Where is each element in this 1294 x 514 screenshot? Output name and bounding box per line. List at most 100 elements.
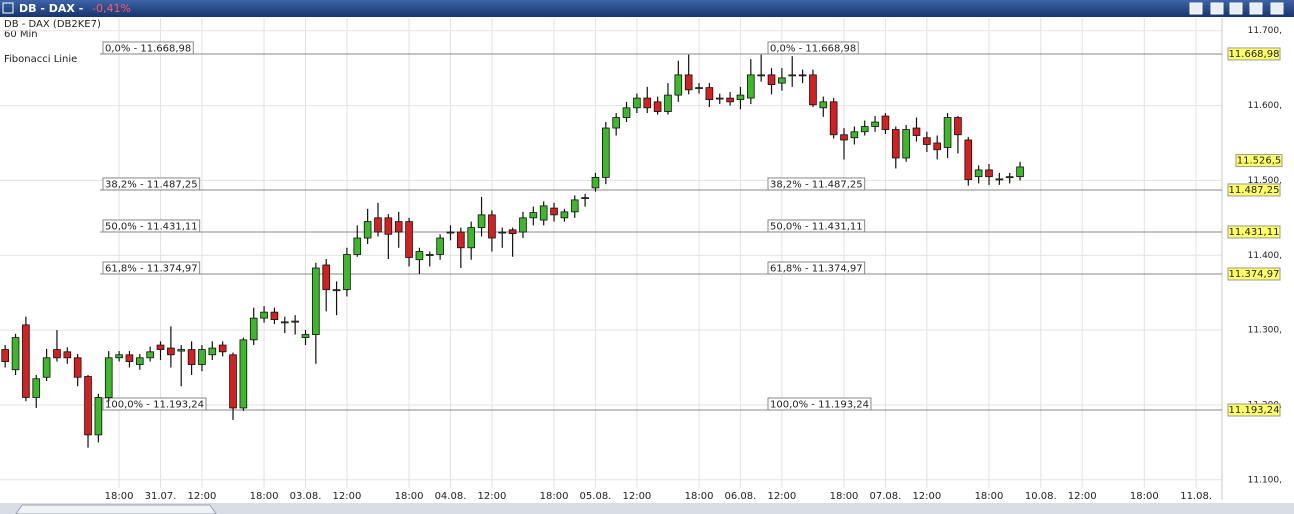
fibonacci-label-box [102,397,207,411]
fibonacci-label: 61,8% - 11.374,97 [770,263,863,274]
candle-body [871,121,879,127]
axis-value-label: 11.431,11 [1229,227,1280,238]
button-info[interactable] [1189,2,1203,15]
candle-body [508,229,517,234]
candle-body [643,97,652,109]
button-restore[interactable] [1210,2,1224,15]
candle-body [933,142,942,151]
change: -0,41% [92,2,131,15]
candle-body [829,101,838,136]
candle-body [726,97,734,103]
x-tick-label: 18:00 [250,491,279,502]
candle-body [736,94,745,100]
candle-body [570,199,579,213]
fibonacci-label: 0,0% - 11.668,98 [105,43,191,54]
candle-body [881,115,890,130]
x-tick-label: 12:00 [188,491,217,502]
candle-body [322,264,331,291]
x-tick-label: 18:00 [975,491,1004,502]
candle-body [457,231,465,249]
x-tick-label: 04.08. [435,491,467,502]
axis-value-label: 11.668,98 [1229,49,1280,60]
axis-value-box [1227,47,1281,61]
candle-body [22,324,30,398]
button-max[interactable] [1249,2,1263,15]
candle-body [488,214,496,239]
candle-body [374,217,382,233]
x-tick-label: 12:00 [1068,491,1097,502]
interval: 60 Min [4,29,38,40]
candle-body [53,349,61,359]
candle-body [560,211,569,219]
button-close[interactable] [1270,2,1284,15]
candle-body [94,397,103,436]
x-tick-label: 05.08. [580,491,612,502]
study-name: Fibonacci Linie [4,54,77,65]
candle-body [84,376,92,436]
candle-body [798,74,807,77]
x-tick-label: 12:00 [912,491,941,502]
x-tick-label: 12:00 [477,491,506,502]
y-tick-label: 11.400, [1248,251,1282,261]
candle-body [539,205,548,221]
candle-body [332,289,341,292]
candle-body [32,378,41,398]
candle-body [363,221,372,239]
last-price-label: 11.526,5 [1237,156,1282,167]
fibonacci-label: 50,0% - 11.431,11 [105,221,198,232]
x-tick-label: 11.08. [1180,491,1212,502]
y-tick-label: 11.300, [1248,326,1282,336]
candle-body [394,221,403,233]
candle-body [954,117,962,136]
x-tick-label: 18:00 [395,491,424,502]
x-tick-label: 03.08. [290,491,322,502]
candle-body [912,127,921,136]
candle-body [291,320,299,323]
x-tick-label: 12:00 [333,491,362,502]
candle-body [581,197,589,200]
fibonacci-label-box [102,41,194,55]
candle-body [135,357,144,365]
candle-body [146,351,154,359]
fibonacci-label-box [102,177,201,191]
candle-body [249,317,258,341]
fibonacci-label-box [767,219,866,233]
fibonacci-label-box [767,261,866,275]
candle-body [42,357,51,378]
candle-body [229,354,237,409]
x-tick-label: 12:00 [767,491,796,502]
candle-body [436,237,444,255]
candle-body [270,311,279,321]
button-one[interactable] [1229,2,1243,15]
candle-body [705,87,714,100]
candle-body [498,231,507,234]
candle-body [280,321,289,324]
candle-body [415,251,424,261]
candle-body [187,349,196,365]
title-bar [0,0,1294,17]
x-tick-label: 18:00 [1130,491,1159,502]
y-tick-label: 11.700, [1248,26,1282,36]
axis-value-label: 11.193,24 [1229,405,1280,416]
fibonacci-label: 100,0% - 11.193,24 [770,400,869,411]
candle-body [467,227,476,249]
tab [15,504,217,514]
subtitle: DB - DAX (DB2KE7) [4,19,101,30]
plot: 11.100,11.200,11.300,11.400,11.500,11.60… [0,18,1283,502]
candle-body [612,117,620,129]
x-tick-label: 18:00 [540,491,569,502]
fibonacci-label-box [767,177,866,191]
candle-body [198,349,206,365]
candle-body [384,217,393,235]
candle-body [1005,176,1014,179]
candle-body [104,357,113,398]
fibonacci-label: 0,0% - 11.668,98 [770,43,856,54]
candle-body [902,129,910,159]
candle-body [353,237,362,255]
axis-value-box [1227,403,1281,417]
candle-body [550,207,558,216]
x-tick-label: 18:00 [105,491,134,502]
x-tick-label: 18:00 [685,491,714,502]
